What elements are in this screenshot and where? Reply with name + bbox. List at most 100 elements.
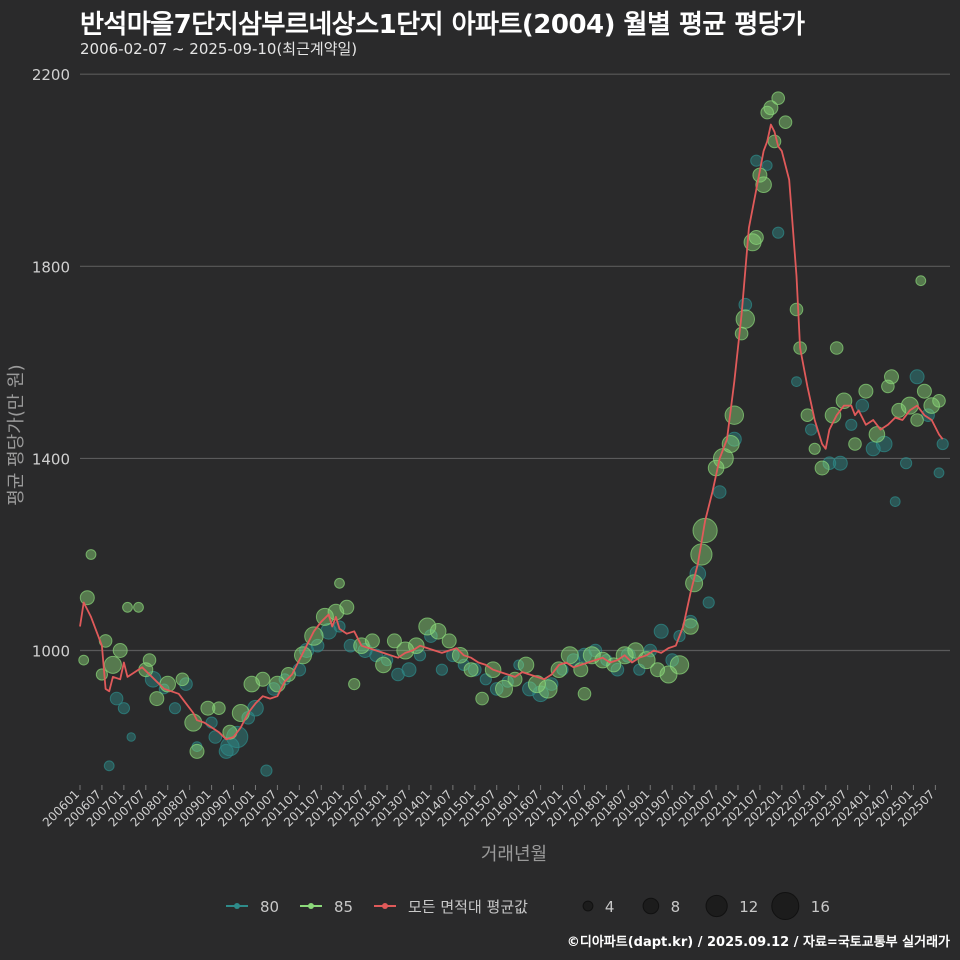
legend-swatch-dot xyxy=(382,903,388,909)
scatter-points xyxy=(78,91,949,777)
y-tick-label: 1400 xyxy=(32,450,70,468)
data-point-80 xyxy=(260,764,273,777)
data-point-85 xyxy=(868,426,886,443)
data-point-85 xyxy=(79,590,95,606)
data-point-85 xyxy=(441,633,457,649)
data-point-85 xyxy=(231,704,250,722)
data-point-80 xyxy=(117,702,131,715)
average-line-layer xyxy=(79,123,944,741)
data-point-85 xyxy=(375,656,392,674)
data-point-85 xyxy=(650,662,666,678)
data-point-80 xyxy=(909,369,925,385)
legend-label: 85 xyxy=(334,898,353,916)
data-point-85 xyxy=(294,646,312,665)
legend-size-label: 16 xyxy=(811,898,830,916)
data-point-80 xyxy=(226,725,249,749)
data-point-80 xyxy=(109,691,124,706)
data-point-85 xyxy=(848,437,862,451)
data-point-85 xyxy=(348,678,361,691)
legend-size-dot xyxy=(705,894,728,918)
data-point-85 xyxy=(789,302,804,317)
data-point-85 xyxy=(184,713,203,732)
data-point-85 xyxy=(364,633,380,649)
legend-label: 80 xyxy=(260,898,279,916)
data-point-85 xyxy=(142,653,157,667)
data-point-80 xyxy=(832,455,848,471)
legend-size-dot xyxy=(582,900,594,912)
data-point-85 xyxy=(451,647,469,664)
legend-size-dot xyxy=(642,897,660,915)
average-price-line xyxy=(79,123,944,741)
data-point-85 xyxy=(95,668,109,681)
data-point-80 xyxy=(855,398,870,413)
data-point-85 xyxy=(669,655,690,675)
data-point-85 xyxy=(189,743,205,759)
data-point-85 xyxy=(255,671,271,687)
data-point-85 xyxy=(418,617,437,636)
data-point-85 xyxy=(910,413,924,427)
x-axis-ticks: 2006012006072007012007072008012008072009… xyxy=(40,785,937,830)
data-point-80 xyxy=(702,596,715,609)
chart-title: 반석마을7단지삼부르네상스1단지 아파트(2004) 월별 평균 평당가 xyxy=(80,10,805,40)
data-point-85 xyxy=(734,326,749,341)
data-point-80 xyxy=(343,638,358,653)
data-point-80 xyxy=(218,743,234,759)
x-axis-label: 거래년월 xyxy=(481,844,547,865)
data-point-80 xyxy=(933,467,945,479)
data-point-85 xyxy=(538,679,558,699)
data-point-85 xyxy=(923,397,941,414)
legend-size-label: 4 xyxy=(605,898,615,916)
data-point-80 xyxy=(401,662,417,678)
data-point-85 xyxy=(103,655,122,674)
data-point-80 xyxy=(791,376,802,388)
data-point-85 xyxy=(577,687,592,701)
data-point-80 xyxy=(936,437,949,451)
data-point-85 xyxy=(685,574,704,593)
y-tick-label: 1800 xyxy=(32,258,70,276)
legend-size-dot xyxy=(771,892,800,920)
data-point-85 xyxy=(200,700,216,716)
data-point-85 xyxy=(724,405,744,425)
y-tick-label: 2200 xyxy=(32,66,70,84)
data-point-85 xyxy=(916,383,932,399)
data-point-85 xyxy=(212,701,226,716)
chart-subtitle: 2006-02-07 ~ 2025-09-10(최근계약일) xyxy=(80,40,358,58)
data-point-85 xyxy=(606,657,622,673)
data-point-80 xyxy=(103,760,115,772)
data-point-85 xyxy=(85,549,97,560)
data-point-85 xyxy=(771,91,786,105)
data-point-85 xyxy=(386,633,402,649)
data-point-85 xyxy=(891,402,907,418)
data-point-85 xyxy=(748,230,764,245)
data-point-85 xyxy=(858,383,874,399)
data-point-80 xyxy=(738,297,753,312)
source-credit: ©디아파트(dapt.kr) / 2025.09.12 / 자료=국토교통부 실… xyxy=(566,935,950,950)
data-point-85 xyxy=(915,275,927,287)
data-point-85 xyxy=(778,115,793,129)
data-point-85 xyxy=(112,643,128,658)
data-point-80 xyxy=(126,732,136,742)
data-point-85 xyxy=(881,379,895,394)
data-point-85 xyxy=(463,662,479,678)
legend-swatch-dot xyxy=(234,903,240,909)
data-point-80 xyxy=(168,702,182,715)
legend-size-label: 12 xyxy=(739,898,758,916)
data-point-80 xyxy=(761,160,773,171)
data-point-85 xyxy=(495,679,513,698)
data-point-85 xyxy=(550,661,568,679)
legend-size-label: 8 xyxy=(671,898,681,916)
y-tick-label: 1000 xyxy=(32,643,70,661)
data-point-80 xyxy=(889,496,901,508)
data-point-85 xyxy=(149,691,165,707)
legend-swatch-dot xyxy=(308,903,314,909)
data-point-85 xyxy=(133,601,144,613)
data-point-85 xyxy=(334,577,345,589)
data-point-80 xyxy=(712,485,727,499)
data-point-85 xyxy=(475,691,489,706)
data-point-85 xyxy=(627,642,644,659)
data-point-85 xyxy=(429,623,447,640)
data-point-85 xyxy=(900,396,919,415)
data-point-80 xyxy=(413,649,427,662)
data-point-80 xyxy=(653,623,669,639)
